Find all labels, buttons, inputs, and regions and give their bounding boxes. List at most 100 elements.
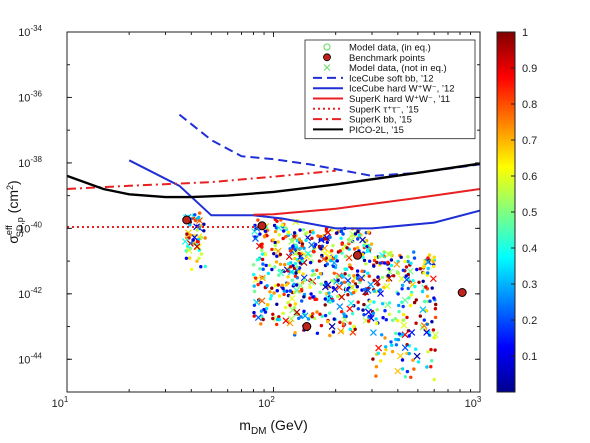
y-axis-label-rest: (cm — [5, 190, 21, 217]
scatter-cross — [293, 308, 301, 316]
scatter-point — [406, 255, 410, 259]
scatter-point — [407, 334, 411, 338]
scatter-point — [275, 254, 279, 258]
scatter-point — [252, 289, 257, 294]
scatter-point — [423, 299, 427, 304]
scatter-point — [203, 264, 207, 269]
scatter-cross — [400, 321, 408, 329]
scatter-point — [386, 278, 391, 282]
scatter-point — [276, 240, 280, 244]
scatter-point — [273, 265, 277, 269]
scatter-point — [335, 259, 339, 263]
colorbar-tick-label: 0.1 — [522, 351, 537, 363]
scatter-point — [299, 256, 304, 260]
scatter-cross — [185, 246, 193, 254]
scatter-point — [400, 283, 405, 287]
legend-label: PICO-2L, ’15 — [349, 125, 404, 136]
scatter-point — [270, 286, 274, 290]
y-axis-label-sup: eff — [4, 225, 14, 235]
scatter-point — [412, 300, 417, 305]
scatter-point — [401, 318, 405, 323]
scatter-point — [426, 350, 430, 354]
scatter-point — [306, 317, 311, 321]
scatter-point — [197, 215, 201, 220]
scatter-point — [411, 279, 415, 283]
scatter-point — [320, 238, 325, 242]
y-tick-label: 10-42 — [18, 286, 42, 301]
scatter-point — [275, 302, 279, 306]
scatter-point — [252, 310, 256, 315]
scatter-point — [195, 239, 200, 244]
scatter-point — [336, 294, 340, 299]
scatter-cross — [181, 238, 189, 245]
scatter-point — [360, 269, 364, 273]
scatter-point — [293, 261, 298, 266]
scatter-point — [301, 228, 306, 232]
scatter-point — [350, 266, 354, 271]
scatter-point — [258, 267, 262, 271]
scatter-point — [195, 259, 199, 263]
scatter-point — [357, 233, 362, 238]
scatter-point — [276, 283, 280, 287]
scatter-point — [367, 319, 371, 323]
scatter-point — [252, 314, 256, 318]
scatter-point — [185, 232, 189, 236]
scatter-cross — [393, 260, 401, 268]
scatter-point — [186, 244, 190, 248]
scatter-point — [319, 235, 323, 239]
scatter-point — [414, 298, 418, 302]
scatter-point — [302, 295, 306, 299]
scatter-point — [432, 264, 436, 269]
scatter-cross — [413, 352, 421, 360]
scatter-point — [386, 260, 390, 264]
benchmark-point — [182, 215, 192, 225]
scatter-point — [284, 235, 288, 239]
scatter-point — [304, 238, 308, 243]
scatter-point — [348, 263, 352, 267]
scatter-point — [413, 284, 417, 289]
scatter-point — [282, 289, 286, 293]
scatter-point — [323, 297, 327, 301]
scatter-point — [286, 230, 291, 234]
scatter-point — [412, 256, 417, 260]
scatter-cross — [345, 254, 353, 262]
scatter-point — [288, 265, 293, 269]
scatter-point — [399, 255, 403, 259]
scatter-point — [372, 278, 376, 283]
scatter-point — [303, 232, 307, 236]
scatter-point — [284, 305, 288, 310]
legend-label: Model data, (in eq.) — [349, 43, 431, 54]
scatter-point — [260, 257, 265, 262]
scatter-point — [386, 274, 390, 278]
scatter-point — [380, 333, 384, 337]
scatter-point — [407, 296, 411, 300]
scatter-point — [355, 285, 359, 289]
scatter-point — [198, 211, 202, 215]
scatter-point — [381, 316, 385, 320]
scatter-cross — [297, 282, 304, 289]
x-tick-label: 103 — [465, 395, 482, 410]
scatter-point — [275, 317, 280, 322]
scatter-point — [282, 229, 286, 233]
scatter-cross — [367, 281, 375, 289]
scatter-point — [375, 321, 379, 326]
scatter-cross — [300, 274, 308, 282]
scatter-cross — [324, 229, 332, 236]
scatter-point — [313, 297, 317, 302]
scatter-point — [367, 274, 371, 278]
legend-label: SuperK bb, ’15 — [349, 115, 412, 126]
scatter-point — [261, 317, 265, 322]
scatter-point — [372, 300, 376, 304]
scatter-point — [271, 316, 275, 321]
scatter-point — [327, 291, 331, 295]
scatter-point — [369, 314, 373, 318]
scatter-point — [280, 223, 284, 227]
scatter-point — [259, 280, 263, 285]
scatter-cross — [401, 344, 409, 352]
legend-marker — [323, 43, 331, 51]
scatter-point — [339, 229, 343, 234]
scatter-point — [293, 274, 298, 278]
scatter-cross — [282, 317, 290, 325]
scatter-point — [256, 282, 260, 287]
scatter-point — [418, 314, 422, 318]
